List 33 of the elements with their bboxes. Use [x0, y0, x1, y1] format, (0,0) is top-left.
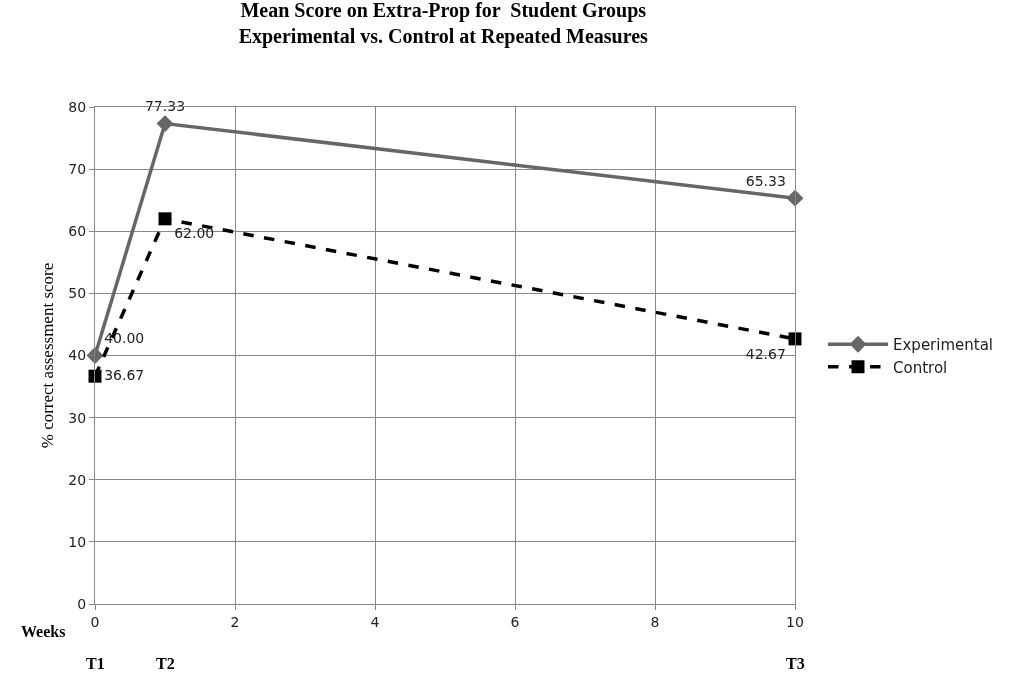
point	[786, 189, 804, 207]
text: T1	[86, 655, 105, 672]
y-tick-label: 80	[68, 98, 87, 115]
x-tick-label: 8	[650, 613, 660, 630]
point	[156, 115, 174, 133]
chart-title: Mean Score on Extra-Prop for Student Groups Experimental vs. Control at Repeated Measures	[238, 0, 649, 49]
data-label: 65.33	[745, 172, 786, 189]
data-label: 40.00	[104, 329, 145, 346]
point	[788, 332, 802, 346]
legend-label: Experimental	[893, 336, 994, 355]
x-tick-label: 2	[230, 613, 240, 630]
y-tick-label: 30	[68, 409, 87, 426]
y-tick-label: 40	[68, 347, 87, 364]
text: T2	[156, 655, 175, 672]
y-tick-label: 70	[68, 161, 87, 178]
x-axis-title: Weeks	[21, 623, 66, 640]
y-tick-label: 20	[68, 471, 87, 488]
y-tick-label: 0	[77, 595, 87, 612]
legend-label: Control	[893, 358, 948, 377]
x-tick-label: 6	[510, 613, 520, 630]
data-label: 62.00	[174, 225, 215, 242]
data-label: 36.67	[104, 366, 145, 383]
y-axis-title: % correct assessment score	[37, 262, 57, 449]
point	[158, 212, 172, 226]
point	[88, 369, 102, 383]
x-tick-label: 0	[90, 613, 100, 630]
x-tick-label: 4	[370, 613, 380, 630]
y-tick-label: 50	[68, 285, 87, 302]
y-tick-label: 10	[68, 533, 87, 550]
text: T3	[786, 655, 805, 672]
data-label: 42.67	[745, 345, 786, 362]
y-tick-label: 60	[68, 223, 87, 240]
x-tick-label: 10	[786, 613, 804, 630]
